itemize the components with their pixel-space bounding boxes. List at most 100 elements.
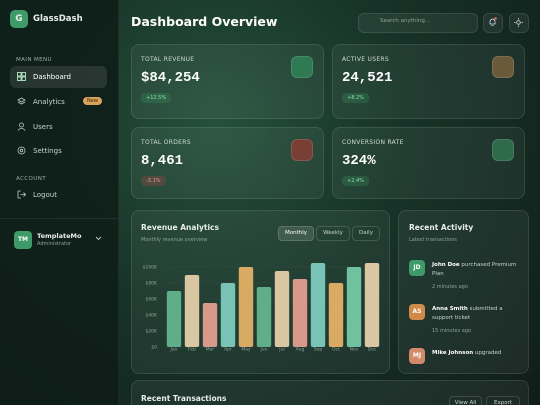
avatar: TM xyxy=(14,231,32,249)
stat-change: +2.4% xyxy=(342,176,369,186)
stat-value: 324% xyxy=(342,153,376,169)
bar xyxy=(346,267,362,347)
actor: Mike Johnson xyxy=(432,350,474,356)
button[interactable]: View All xyxy=(449,396,482,405)
stat-card xyxy=(332,127,525,199)
x-tick-label: Jun xyxy=(259,347,267,353)
activity-text: John Doe purchased Premium Plan xyxy=(432,261,520,279)
stat-value: $84,254 xyxy=(141,70,200,86)
chevron[interactable] xyxy=(95,236,102,241)
y-tick-label: $100K xyxy=(143,265,158,271)
actor: Anna Smith xyxy=(432,306,468,312)
bar xyxy=(328,283,344,347)
y-tick-label: $80K xyxy=(145,281,158,287)
stat-label: TOTAL REVENUE xyxy=(141,56,195,63)
tab[interactable]: Weekly xyxy=(316,226,350,241)
stat-icon xyxy=(492,139,514,161)
stat-label: CONVERSION RATE xyxy=(342,139,404,146)
stat-icon xyxy=(492,56,514,78)
menu-item[interactable]: Logout xyxy=(33,191,57,199)
menu-item[interactable]: Dashboard xyxy=(33,73,71,81)
avatar: MJ xyxy=(409,348,425,364)
x-tick-label: Mar xyxy=(206,347,215,353)
bar-chart: $0 $20K $40K $60K $80K $100K Jan Feb Mar Apr May Ju… xyxy=(143,263,381,353)
stat-icon xyxy=(291,56,313,78)
card-title: Recent Activity xyxy=(409,223,474,232)
page-title: Dashboard Overview xyxy=(131,14,278,29)
icon xyxy=(489,17,497,26)
brand: GlassDash xyxy=(33,14,83,24)
stat-change: +8.2% xyxy=(342,93,369,103)
bar xyxy=(166,291,182,347)
actor: John Doe xyxy=(432,262,460,268)
divider xyxy=(0,218,118,219)
icon xyxy=(17,146,26,155)
tab[interactable]: Daily xyxy=(352,226,380,241)
user-name: TemplateMo xyxy=(37,232,82,240)
activity-time: 15 minutes ago xyxy=(432,328,472,334)
icon xyxy=(17,190,26,199)
y-tick-label: $20K xyxy=(145,329,158,335)
bar xyxy=(220,283,236,347)
stat-icon xyxy=(291,139,313,161)
card-subtitle: Monthly revenue overview xyxy=(141,237,208,243)
y-tick-label: $0 xyxy=(151,345,157,351)
bar xyxy=(202,303,218,347)
x-tick-label: Oct xyxy=(332,347,340,353)
card-title: Recent Transactions xyxy=(141,394,227,403)
x-tick-label: Sep xyxy=(314,347,323,353)
stat-label: ACTIVE USERS xyxy=(342,56,389,63)
stat-change: +12.5% xyxy=(141,93,172,103)
activity-time: 2 minutes ago xyxy=(432,284,468,290)
menu-item[interactable]: Analytics xyxy=(33,98,65,106)
activity-card xyxy=(398,210,529,374)
action: submitted a support ticket xyxy=(432,306,503,321)
section-label: ACCOUNT xyxy=(16,176,46,182)
avatar: JD xyxy=(409,260,425,276)
x-tick-label: Feb xyxy=(188,347,196,353)
stat-change: -3.1% xyxy=(141,176,166,186)
bar xyxy=(184,275,200,347)
bar xyxy=(292,279,308,347)
tab[interactable]: Monthly xyxy=(278,226,314,241)
stat-value: 8,461 xyxy=(141,153,184,169)
y-tick-label: $60K xyxy=(145,297,158,303)
menu-item[interactable]: Users xyxy=(33,123,53,131)
x-tick-label: May xyxy=(241,347,251,353)
sidebar: G GlassDash MAIN MENU Dashboard Analytic… xyxy=(0,0,119,405)
stat-card xyxy=(332,44,525,119)
x-tick-label: Nov xyxy=(350,347,359,353)
card-title: Revenue Analytics xyxy=(141,223,219,232)
notification-button[interactable] xyxy=(483,13,503,33)
y-tick-label: $40K xyxy=(145,313,158,319)
menu-item[interactable]: Settings xyxy=(33,147,62,155)
search-placeholder: Search anything... xyxy=(380,18,431,24)
user-role: Administrator xyxy=(37,241,72,247)
icon xyxy=(17,97,26,105)
bar xyxy=(364,263,380,347)
card-subtitle: Latest transactions xyxy=(409,237,457,243)
stat-label: TOTAL ORDERS xyxy=(141,139,191,146)
activity-text: Anna Smith submitted a support ticket xyxy=(432,305,520,323)
x-tick-label: Aug xyxy=(296,347,305,353)
active-item-bg[interactable] xyxy=(10,66,107,88)
x-tick-label: Jan xyxy=(170,347,178,353)
action: upgraded xyxy=(474,350,502,356)
stat-value: 24,521 xyxy=(342,70,393,86)
stat-card xyxy=(131,44,324,119)
x-tick-label: Jul xyxy=(278,347,284,353)
action: purchased Premium Plan xyxy=(432,262,517,277)
avatar: AS xyxy=(409,304,425,320)
search-box[interactable] xyxy=(358,13,478,33)
transactions-card xyxy=(131,380,529,405)
x-tick-label: Dec xyxy=(368,347,377,353)
icon xyxy=(514,18,523,27)
activity-text: Mike Johnson upgraded xyxy=(432,349,520,358)
button[interactable]: Export xyxy=(486,396,520,405)
theme-button[interactable] xyxy=(509,13,529,33)
badge: New xyxy=(83,97,102,105)
stat-card xyxy=(131,127,324,199)
icon xyxy=(17,72,26,81)
logo: G xyxy=(10,10,28,28)
